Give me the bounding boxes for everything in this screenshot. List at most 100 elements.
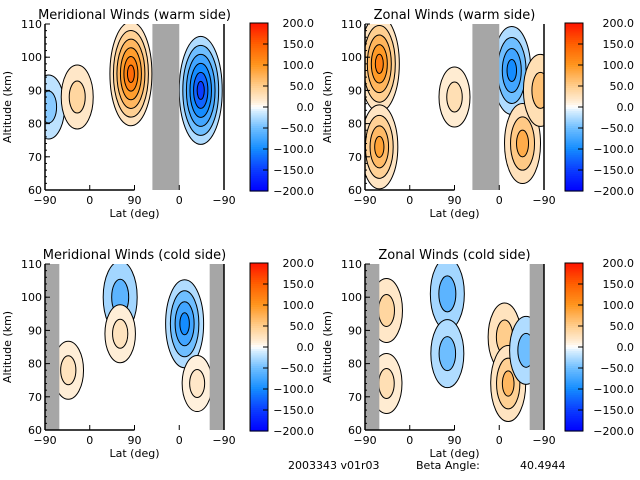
colorbar-cell: [250, 309, 268, 312]
y-tick-label: 70: [28, 151, 42, 164]
colorbar-tick-label: 0.0: [617, 341, 635, 354]
colorbar-cell: [565, 88, 583, 91]
colorbar-cell: [565, 313, 583, 317]
colorbar-cell: [250, 27, 268, 30]
colorbar-cell: [250, 334, 268, 338]
colorbar-cell: [565, 157, 583, 161]
colorbar-cell: [250, 315, 268, 319]
y-tick-label: 110: [341, 18, 362, 31]
x-tick-label: −90: [532, 194, 555, 207]
colorbar-tick-label: 50.0: [290, 80, 315, 93]
colorbar-cell: [565, 48, 583, 51]
colorbar-tick-label: 50.0: [290, 320, 315, 333]
colorbar-cell: [565, 146, 583, 150]
colorbar-cell: [250, 311, 268, 314]
y-tick-label: 70: [348, 391, 362, 404]
colorbar-cell: [250, 52, 268, 56]
x-axis-label: Lat (deg): [110, 447, 160, 460]
colorbar-cell: [565, 347, 583, 350]
x-tick-label: 0: [86, 194, 93, 207]
colorbar-cell: [250, 176, 268, 179]
x-tick-label: −90: [33, 194, 56, 207]
colorbar-cell: [565, 128, 583, 131]
colorbar-cell: [250, 332, 268, 335]
colorbar-cell: [565, 281, 583, 285]
no-data-band: [152, 24, 180, 190]
colorbar-tick-label: 100.0: [603, 299, 635, 312]
no-data-band: [529, 264, 544, 430]
colorbar-cell: [250, 300, 268, 304]
colorbar-tick-label: 100.0: [283, 299, 315, 312]
colorbar-cell: [565, 389, 583, 392]
colorbar-cell: [565, 130, 583, 133]
colorbar-cell: [250, 37, 268, 41]
colorbar-cell: [565, 69, 583, 72]
colorbar-cell: [565, 25, 583, 28]
colorbar-cell: [565, 370, 583, 373]
colorbar-cell: [250, 117, 268, 121]
colorbar-cell: [565, 155, 583, 158]
colorbar-cell: [250, 172, 268, 175]
contour-blob-3-level-2: [438, 275, 457, 313]
colorbar-cell: [565, 372, 583, 375]
colorbar-cell: [250, 73, 268, 77]
colorbar-cell: [250, 414, 268, 417]
x-tick-label: 0: [496, 194, 503, 207]
no-data-band: [365, 264, 380, 430]
colorbar-cell: [565, 67, 583, 70]
y-axis-label: Altitude (km): [321, 71, 334, 143]
colorbar-tick-label: 200.0: [283, 17, 315, 30]
colorbar: 200.0 150.0 100.0 50.0 0.0 −50.0 −100.0 −150.0 −…: [564, 17, 634, 198]
contour-blob-2-level-2: [378, 368, 395, 400]
colorbar-cell: [565, 79, 583, 83]
colorbar-cell: [250, 104, 268, 108]
colorbar-cell: [250, 288, 268, 291]
colorbar-cell: [250, 353, 268, 356]
colorbar-cell: [250, 188, 268, 192]
colorbar-tick-label: −200.0: [273, 425, 314, 438]
colorbar-cell: [250, 302, 268, 306]
colorbar-cell: [565, 56, 583, 60]
x-tick-label: 0: [406, 194, 413, 207]
colorbar-cell: [250, 363, 268, 367]
colorbar-tick-label: 50.0: [610, 320, 635, 333]
colorbar-cell: [565, 344, 583, 348]
colorbar-cell: [250, 144, 268, 148]
colorbar-cell: [565, 60, 583, 64]
colorbar-cell: [565, 96, 583, 100]
colorbar-cell: [250, 275, 268, 279]
colorbar-cell: [565, 302, 583, 306]
colorbar-cell: [250, 146, 268, 150]
colorbar-cell: [565, 142, 583, 146]
y-tick-label: 90: [348, 324, 362, 337]
colorbar-tick-label: 0.0: [297, 341, 315, 354]
colorbar-cell: [565, 100, 583, 104]
colorbar-cell: [250, 174, 268, 177]
colorbar-cell: [565, 357, 583, 361]
colorbar-tick-label: −50.0: [600, 362, 634, 375]
y-tick-label: 110: [21, 18, 42, 31]
x-tick-label: −90: [353, 434, 376, 447]
colorbar-tick-label: −200.0: [593, 185, 634, 198]
colorbar-cell: [565, 111, 583, 114]
colorbar-cell: [565, 288, 583, 291]
contour-blob-5-level-2: [189, 369, 206, 399]
colorbar-cell: [250, 397, 268, 401]
colorbar-cell: [250, 426, 268, 430]
x-tick-label: 90: [448, 194, 462, 207]
colorbar-cell: [250, 161, 268, 165]
colorbar-cell: [565, 361, 583, 365]
colorbar-cell: [565, 277, 583, 281]
y-tick-label: 60: [28, 424, 42, 437]
colorbar-cell: [250, 94, 268, 98]
colorbar-cell: [565, 172, 583, 175]
colorbar-cell: [565, 62, 583, 66]
colorbar-cell: [565, 44, 583, 47]
colorbar-cell: [250, 321, 268, 325]
colorbar-cell: [565, 117, 583, 121]
y-tick-label: 90: [348, 84, 362, 97]
colorbar-cell: [250, 39, 268, 43]
colorbar-cell: [250, 71, 268, 74]
contour-blob-3-level-6: [126, 64, 135, 83]
